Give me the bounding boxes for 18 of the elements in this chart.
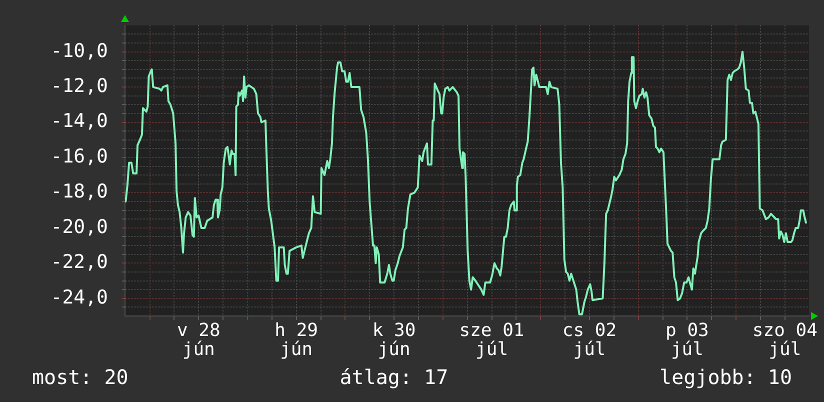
y-tick-label: -18,0 — [50, 180, 108, 203]
x-tick-label: k 30 jún — [372, 320, 416, 360]
x-tick-label: cs 02 júl — [562, 320, 617, 360]
y-tick-label: -20,0 — [50, 216, 108, 238]
text: legjobb: 10 — [660, 364, 792, 390]
text: átlag: 17 — [340, 364, 448, 390]
x-tick-label: szo 04 júl — [752, 320, 818, 360]
x-tick-label: v 28 jún — [176, 320, 220, 360]
y-tick-label: -22,0 — [50, 251, 108, 274]
y-tick-label: -24,0 — [50, 286, 108, 308]
y-tick-label: -10,0 — [50, 40, 108, 62]
x-tick-label: p 03 júl — [666, 320, 709, 360]
text: most: 20 — [32, 364, 128, 390]
y-tick-label: -12,0 — [50, 74, 108, 97]
x-tick-label: h 29 jún — [274, 320, 318, 360]
x-tick-label: sze 01 júl — [459, 320, 524, 360]
y-tick-label: -16,0 — [50, 145, 108, 168]
y-tick-label: -14,0 — [50, 110, 108, 132]
